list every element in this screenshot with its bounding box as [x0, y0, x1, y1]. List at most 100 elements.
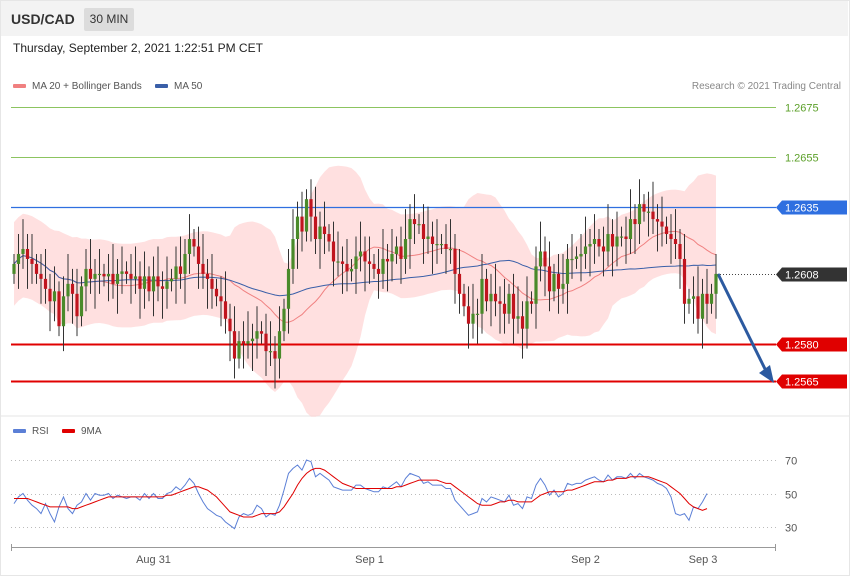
legend-ma50: MA 50: [155, 81, 202, 92]
rsi-ma-swatch-icon: [62, 429, 75, 434]
candle-body: [183, 253, 187, 274]
candle-body: [259, 331, 264, 334]
candle-body: [169, 278, 174, 282]
time-tick-label: Sep 1: [355, 554, 384, 566]
candle-body: [322, 226, 327, 235]
candle-body: [556, 273, 561, 289]
candle-body: [705, 293, 709, 304]
candle-body: [52, 291, 57, 302]
candle-body: [475, 313, 480, 315]
candle-body: [381, 258, 385, 274]
candle-body: [228, 318, 232, 332]
candle-body: [439, 244, 444, 246]
candle-body: [480, 278, 484, 314]
candle-body: [610, 234, 615, 247]
candle-body: [313, 216, 318, 240]
candle-body: [165, 281, 169, 289]
legend-ma50-label: MA 50: [174, 81, 203, 92]
timeframe-badge[interactable]: 30 MIN: [84, 8, 134, 31]
ma20-swatch-icon: [13, 84, 26, 89]
candle-body: [250, 338, 255, 342]
candle-body: [106, 273, 111, 277]
candle-body: [223, 301, 228, 319]
candle-body: [39, 273, 43, 279]
candle-body: [75, 293, 79, 317]
candle-body: [273, 351, 277, 359]
candle-body: [79, 286, 84, 317]
candle-body: [547, 266, 552, 292]
price-label-1.2608: 1.2608: [785, 270, 819, 282]
candle-body: [588, 244, 592, 247]
candle-body: [525, 301, 529, 329]
candle-body: [646, 211, 651, 213]
candle-body: [147, 276, 151, 292]
price-label-1.2565: 1.2565: [785, 377, 819, 389]
candle-body: [268, 351, 273, 353]
rsi-tick-70: 70: [785, 456, 797, 468]
candle-body: [529, 301, 534, 304]
candle-body: [696, 296, 700, 319]
candle-body: [700, 293, 705, 319]
price-tag-1.2635: [776, 200, 847, 215]
candle-body: [84, 268, 88, 287]
candle-body: [619, 236, 624, 238]
candle-body: [30, 258, 34, 264]
candle-body: [372, 263, 376, 269]
candle-body: [219, 296, 223, 302]
candle-body: [403, 239, 408, 259]
candle-body: [12, 263, 16, 274]
candle-body: [142, 276, 147, 289]
candle-body: [363, 251, 367, 262]
credit-text: Research © 2021 Trading Central: [691, 81, 841, 92]
candle-body: [138, 276, 142, 289]
candle-body: [57, 291, 61, 327]
candle-body: [408, 219, 412, 240]
candle-body: [516, 316, 520, 319]
candle-body: [511, 293, 516, 319]
candle-body: [448, 248, 453, 251]
candle-body: [399, 246, 403, 259]
candle-body: [264, 333, 268, 352]
price-label-1.2635: 1.2635: [785, 203, 819, 215]
candle-body: [385, 258, 390, 262]
candle-body: [426, 236, 430, 240]
candle-body: [493, 293, 498, 302]
candle-body: [520, 316, 525, 329]
candle-body: [597, 239, 601, 247]
candle-body: [579, 253, 583, 257]
candle-body: [714, 273, 718, 294]
rsi-ma-line: [14, 467, 708, 518]
candle-body: [628, 219, 633, 240]
candle-body: [300, 216, 304, 232]
candle-body: [421, 224, 426, 240]
candle-body: [318, 226, 322, 240]
candle-body: [340, 261, 345, 264]
candle-body: [210, 278, 214, 289]
rsi-tick-30: 30: [785, 523, 797, 535]
candle-body: [412, 219, 417, 225]
candle-body: [498, 301, 502, 304]
candle-body: [331, 241, 336, 262]
time-tick-label: Sep 2: [571, 554, 600, 566]
candle-body: [637, 204, 642, 225]
timestamp: Thursday, September 2, 2021 1:22:51 PM C…: [13, 41, 263, 55]
candle-body: [417, 224, 421, 226]
candle-body: [111, 273, 115, 284]
candle-body: [601, 246, 606, 252]
candle-body: [709, 293, 714, 304]
candle-body: [435, 244, 439, 246]
candle-body: [345, 263, 349, 272]
legend-rsi-ma: 9MA: [62, 426, 102, 437]
candle-body: [633, 219, 637, 225]
candle-body: [237, 341, 241, 359]
candle-body: [93, 273, 97, 279]
rsi-line: [13, 459, 708, 530]
candles-layer: [12, 179, 718, 389]
candle-body: [187, 239, 192, 254]
candle-body: [232, 331, 237, 359]
candle-body: [682, 258, 687, 304]
ma50-swatch-icon: [155, 84, 168, 89]
price-labels-layer: 1.2675 1.2655 1.2635 1.2608 1.2580 1.2565: [776, 103, 847, 389]
candle-body: [102, 273, 106, 277]
